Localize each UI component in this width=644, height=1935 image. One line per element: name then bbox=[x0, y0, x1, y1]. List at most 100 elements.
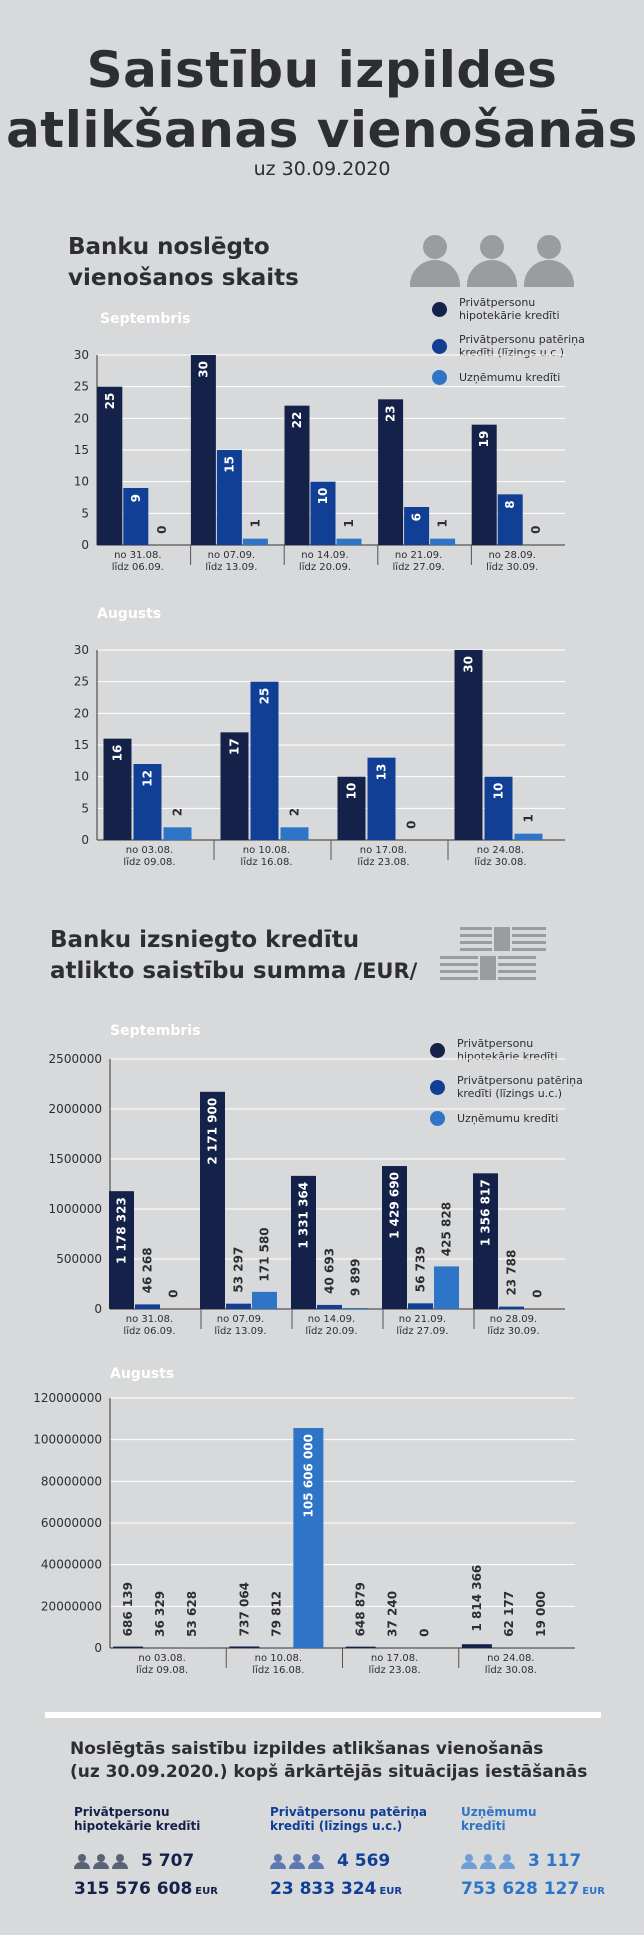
x-tick-label: no 07.09. bbox=[208, 550, 255, 561]
legend-item-business: Uzņēmumu kredīti bbox=[432, 370, 585, 385]
bar bbox=[242, 538, 268, 545]
y-tick-label: 0 bbox=[81, 538, 89, 552]
legend-label: Privātpersonu bbox=[459, 296, 536, 309]
section2-title-unit: /EUR/ bbox=[354, 959, 418, 983]
x-tick-label: līdz 09.08. bbox=[136, 1665, 188, 1676]
summary-title-line2: (uz 30.09.2020.) kopš ārkārtējās situāci… bbox=[70, 1762, 588, 1782]
bar bbox=[345, 1646, 376, 1648]
y-tick-label: 2000000 bbox=[49, 1102, 102, 1116]
y-tick-label: 5 bbox=[81, 506, 89, 520]
x-tick-label: no 03.08. bbox=[138, 1653, 185, 1664]
bar bbox=[343, 1308, 368, 1309]
legend-label: hipotekārie kredīti bbox=[457, 1050, 558, 1063]
section1-title-line2: vienošanos skaits bbox=[68, 265, 299, 291]
bar bbox=[133, 764, 162, 840]
people-icon bbox=[461, 1853, 518, 1869]
data-label: 686 139 bbox=[121, 1582, 135, 1636]
data-label: 25 bbox=[103, 393, 117, 410]
x-tick-label: no 14.09. bbox=[301, 550, 348, 561]
y-tick-label: 100000000 bbox=[33, 1433, 102, 1447]
data-label: 19 000 bbox=[534, 1591, 548, 1637]
bar bbox=[454, 650, 483, 840]
stat-amount: 23 833 324 EUR bbox=[270, 1879, 403, 1899]
legend-swatch-business bbox=[430, 1111, 445, 1126]
bar bbox=[200, 1091, 225, 1309]
legend-swatch-mortgage bbox=[430, 1042, 445, 1058]
newspaper-icon bbox=[440, 927, 546, 980]
x-tick-label: no 28.09. bbox=[490, 1314, 537, 1325]
section2-title-line1: Banku izsniegto kredītu bbox=[50, 927, 360, 953]
data-label: 1 bbox=[436, 519, 450, 527]
x-tick-label: līdz 30.09. bbox=[487, 1326, 539, 1337]
data-label: 30 bbox=[196, 361, 210, 378]
bar bbox=[220, 732, 249, 840]
bar bbox=[461, 1644, 492, 1648]
legend-label: Uzņēmumu kredīti bbox=[457, 1112, 559, 1125]
data-label: 46 268 bbox=[141, 1247, 155, 1293]
x-tick-label: līdz 23.08. bbox=[357, 857, 409, 868]
y-tick-label: 20000000 bbox=[41, 1599, 102, 1613]
stat-amount: 753 628 127 EUR bbox=[461, 1879, 605, 1899]
x-tick-label: līdz 13.09. bbox=[205, 562, 257, 573]
x-tick-label: līdz 06.09. bbox=[123, 1326, 175, 1337]
data-label: 1 331 364 bbox=[297, 1182, 311, 1249]
data-label: 12 bbox=[141, 770, 155, 787]
summary-title-line1: Noslēgtās saistību izpildes atlikšanas v… bbox=[70, 1739, 544, 1759]
bar bbox=[97, 386, 123, 545]
data-label: 0 bbox=[167, 1290, 181, 1298]
y-tick-label: 1500000 bbox=[49, 1152, 102, 1166]
data-label: 17 bbox=[228, 738, 242, 755]
bar bbox=[336, 538, 362, 545]
bar bbox=[163, 827, 192, 840]
data-label: 23 bbox=[384, 405, 398, 422]
data-label: 62 177 bbox=[502, 1591, 516, 1637]
bar bbox=[367, 757, 396, 840]
legend-label: Privātpersonu patēriņa bbox=[459, 333, 585, 346]
x-tick-label: no 28.09. bbox=[488, 550, 535, 561]
x-tick-label: no 17.08. bbox=[371, 1653, 418, 1664]
bar bbox=[484, 776, 513, 840]
y-tick-label: 30 bbox=[74, 348, 89, 362]
data-label: 10 bbox=[345, 783, 359, 800]
legend-label: Privātpersonu patēriņa bbox=[457, 1074, 583, 1087]
stat-label: Privātpersonu patēriņa kredīti (līzings u… bbox=[270, 1805, 428, 1833]
bar bbox=[229, 1646, 260, 1648]
data-label: 0 bbox=[418, 1629, 432, 1637]
legend-item-consumer: Privātpersonu patēriņa kredīti (līzings u… bbox=[432, 333, 585, 359]
bar bbox=[382, 1166, 407, 1309]
data-label: 2 bbox=[171, 808, 185, 816]
data-label: 40 693 bbox=[323, 1248, 337, 1294]
data-label: 10 bbox=[492, 783, 506, 800]
page-title-line1: Saistību izpildes bbox=[86, 41, 558, 99]
y-tick-label: 40000000 bbox=[41, 1558, 102, 1572]
stat-label: Privātpersonu hipotekārie kredīti bbox=[74, 1805, 201, 1833]
y-tick-label: 0 bbox=[81, 833, 89, 847]
bar bbox=[337, 776, 366, 840]
data-label: 53 628 bbox=[185, 1591, 199, 1637]
bar bbox=[250, 681, 279, 840]
y-tick-label: 25 bbox=[74, 380, 89, 394]
y-tick-label: 20 bbox=[74, 411, 89, 425]
people-icon bbox=[270, 1853, 327, 1869]
data-label: 737 064 bbox=[237, 1582, 251, 1636]
legend-item-consumer: Privātpersonu patēriņa kredīti (līzings u… bbox=[430, 1074, 583, 1100]
section1-title-line1: Banku noslēgto bbox=[68, 234, 270, 260]
legend-item-mortgage: Privātpersonu hipotekārie kredīti bbox=[430, 1037, 583, 1063]
stat-count: 4 569 bbox=[337, 1851, 391, 1871]
legend-item-business: Uzņēmumu kredīti bbox=[430, 1111, 583, 1126]
y-tick-label: 120000000 bbox=[33, 1391, 102, 1405]
y-tick-label: 20 bbox=[74, 706, 89, 720]
y-tick-label: 5 bbox=[81, 801, 89, 815]
bar bbox=[404, 507, 430, 545]
x-tick-label: līdz 13.09. bbox=[214, 1326, 266, 1337]
x-tick-label: līdz 23.08. bbox=[369, 1665, 421, 1676]
x-tick-label: no 31.08. bbox=[114, 550, 161, 561]
bar bbox=[284, 405, 310, 545]
x-tick-label: no 07.09. bbox=[217, 1314, 264, 1325]
y-tick-label: 25 bbox=[74, 675, 89, 689]
x-tick-label: līdz 20.09. bbox=[305, 1326, 357, 1337]
y-tick-label: 30 bbox=[74, 643, 89, 657]
section1-title: Banku noslēgto vienošanos skaits bbox=[68, 232, 299, 294]
data-label: 1 bbox=[522, 814, 536, 822]
